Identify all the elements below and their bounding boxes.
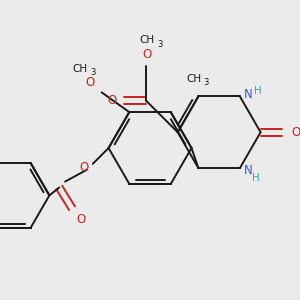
Text: O: O <box>107 94 116 107</box>
Text: CH: CH <box>186 74 201 84</box>
Text: O: O <box>142 48 152 61</box>
Text: CH: CH <box>140 35 154 45</box>
Text: O: O <box>79 161 88 174</box>
Text: O: O <box>292 126 300 139</box>
Text: 3: 3 <box>157 40 163 49</box>
Text: 3: 3 <box>204 78 209 87</box>
Text: N: N <box>243 88 252 101</box>
Text: O: O <box>76 213 86 226</box>
Text: 3: 3 <box>90 68 95 77</box>
Text: N: N <box>243 164 252 177</box>
Text: H: H <box>254 86 262 96</box>
Text: CH: CH <box>72 64 88 74</box>
Text: O: O <box>85 76 94 89</box>
Text: H: H <box>252 173 260 183</box>
